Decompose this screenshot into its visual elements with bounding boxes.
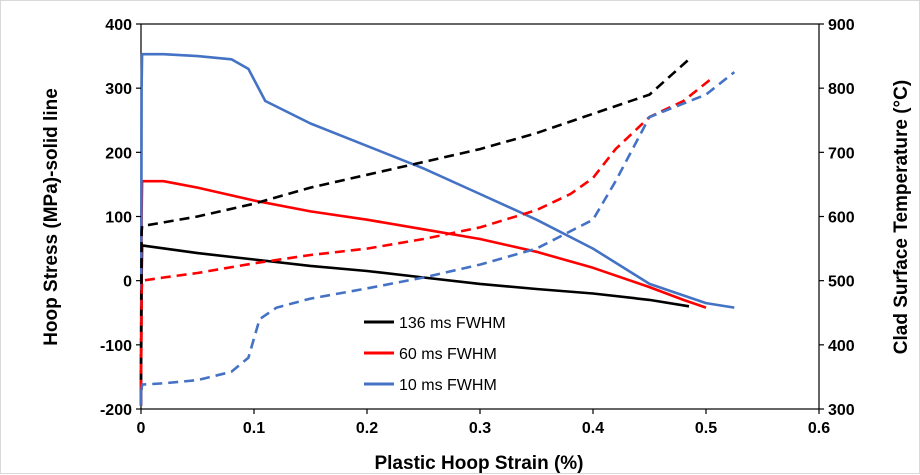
y2-axis-title: Clad Surface Temperature (°C) <box>891 80 912 354</box>
y2-tick-label: 300 <box>828 402 855 419</box>
y-tick-label: 400 <box>105 17 132 34</box>
legend-label-60ms: 60 ms FWHM <box>399 346 497 363</box>
y-tick-label: -200 <box>100 402 132 419</box>
axes-layer: 0 0.1 0.2 0.3 0.4 0.5 0.6 -200 -100 0 100 200 300 400… <box>100 17 855 437</box>
legend-label-10ms: 10 ms FWHM <box>399 377 497 394</box>
y-tick-label: 0 <box>123 274 132 291</box>
x-tick-label: 0.1 <box>243 420 265 437</box>
y-tick-label: -100 <box>100 338 132 355</box>
dashed-line-temperature-4472c4 <box>140 71 736 392</box>
x-tick-label: 0.6 <box>808 420 830 437</box>
dashed-line-temperature-000000 <box>139 58 690 381</box>
x-axis-title: Plastic Hoop Strain (%) <box>374 453 583 474</box>
y2-tick-label: 500 <box>828 274 855 291</box>
y-tick-label: 100 <box>105 210 132 227</box>
x-tick-label: 0 <box>137 420 146 437</box>
y2-tick-label: 900 <box>828 17 855 34</box>
y2-tick-label: 800 <box>828 81 855 98</box>
legend: 136 ms FWHM 60 ms FWHM 10 ms FWHM <box>364 315 506 394</box>
x-tick-label: 0.4 <box>582 420 604 437</box>
dashed-line-temperature-ff0000 <box>139 77 713 390</box>
x-tick-label: 0.3 <box>469 420 491 437</box>
y2-tick-label: 600 <box>828 210 855 227</box>
x-tick-label: 0.2 <box>356 420 378 437</box>
x-tick-label: 0.5 <box>695 420 717 437</box>
y-tick-label: 200 <box>105 145 132 162</box>
y-axis-title: Hoop Stress (MPa)-solid line <box>41 88 62 346</box>
y2-tick-label: 400 <box>828 338 855 355</box>
y-tick-label: 300 <box>105 81 132 98</box>
series-layer <box>139 52 736 406</box>
legend-label-136ms: 136 ms FWHM <box>399 315 506 332</box>
solid-line-10-ms-fwhm <box>139 52 735 406</box>
y2-tick-label: 700 <box>828 145 855 162</box>
solid-line-60-ms-fwhm <box>139 179 707 406</box>
